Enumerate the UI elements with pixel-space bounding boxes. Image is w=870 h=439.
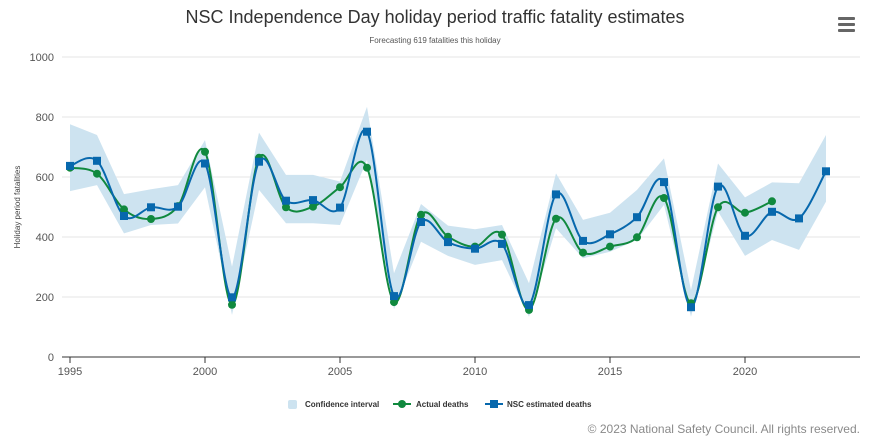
actual-deaths-point	[363, 163, 371, 172]
legend-actual-label: Actual deaths	[416, 400, 469, 409]
y-tick-label: 400	[36, 232, 54, 244]
nsc-estimated-deaths-point	[606, 230, 614, 239]
nsc-estimated-deaths-point	[795, 214, 803, 223]
actual-deaths-point	[714, 203, 722, 212]
hamburger-menu-icon	[838, 17, 855, 20]
legend-confidence-swatch	[288, 400, 297, 409]
legend-actual-marker	[398, 400, 406, 408]
actual-deaths-point	[282, 203, 290, 212]
y-tick-label: 800	[36, 112, 54, 124]
actual-deaths-point	[120, 205, 128, 214]
actual-deaths-point	[552, 214, 560, 223]
nsc-estimated-deaths-point	[282, 196, 290, 205]
actual-deaths-point	[201, 147, 209, 156]
nsc-estimated-deaths-point	[741, 231, 749, 240]
y-tick-label: 200	[36, 292, 54, 304]
nsc-estimated-deaths-point	[471, 244, 479, 253]
y-tick-label: 600	[36, 172, 54, 184]
nsc-estimated-deaths-point	[498, 239, 506, 248]
confidence-band-layer	[70, 106, 826, 317]
nsc-estimated-deaths-point	[174, 202, 182, 211]
nsc-estimated-deaths-point	[255, 157, 263, 166]
legend: Confidence interval Actual deaths NSC esti…	[288, 400, 592, 409]
x-tick-label: 2020	[733, 366, 757, 378]
x-tick-label: 2010	[463, 366, 487, 378]
nsc-estimated-deaths-point	[822, 167, 830, 176]
actual-deaths-point	[498, 230, 506, 239]
nsc-estimated-deaths-point	[66, 161, 74, 170]
x-tick-label: 1995	[58, 366, 82, 378]
actual-deaths-point	[606, 242, 614, 251]
nsc-estimated-deaths-point	[552, 190, 560, 199]
actual-deaths-point	[417, 210, 425, 219]
nsc-estimated-deaths-point	[390, 292, 398, 301]
actual-deaths-point	[147, 215, 155, 223]
nsc-estimated-deaths-point	[444, 238, 452, 247]
hamburger-menu-icon	[838, 29, 855, 32]
nsc-estimated-deaths-point	[147, 203, 155, 212]
y-tick-label: 1000	[30, 52, 54, 64]
nsc-estimated-deaths-point	[660, 178, 668, 187]
nsc-estimated-deaths-point	[768, 207, 776, 216]
nsc-estimated-deaths-point	[525, 301, 533, 310]
chart-subtitle: Forecasting 619 fatalities this holiday	[369, 36, 501, 45]
axes: 0 200 400 600 800 1000 1995 2000 2005 2010 2015 202…	[30, 52, 860, 378]
nsc-estimated-deaths-point	[228, 293, 236, 302]
actual-deaths-point	[93, 169, 101, 178]
nsc-estimated-deaths-point	[417, 218, 425, 226]
legend-estimated-label: NSC estimated deaths	[507, 400, 592, 409]
actual-deaths-point	[741, 208, 749, 217]
actual-deaths-point	[336, 183, 344, 192]
y-axis-title: Holiday period fatalities	[13, 166, 22, 249]
actual-deaths-point	[660, 194, 668, 202]
legend-estimated-marker	[490, 400, 498, 408]
actual-deaths-point	[579, 248, 587, 257]
confidence-interval-band	[70, 106, 826, 317]
hamburger-menu-button[interactable]	[836, 14, 858, 34]
actual-deaths-point	[768, 197, 776, 206]
chart-title: NSC Independence Day holiday period traf…	[185, 7, 685, 27]
nsc-estimated-deaths-point	[714, 182, 722, 191]
actual-deaths-point	[633, 233, 641, 242]
x-tick-label: 2000	[193, 366, 217, 378]
nsc-estimated-deaths-point	[120, 212, 128, 220]
hamburger-menu-icon	[838, 23, 855, 26]
nsc-estimated-deaths-point	[633, 213, 641, 222]
nsc-estimated-deaths-point	[93, 156, 101, 165]
nsc-estimated-deaths-point	[687, 303, 695, 312]
y-tick-label: 0	[48, 352, 54, 364]
nsc-estimated-deaths-point	[336, 203, 344, 212]
nsc-estimated-deaths-point	[201, 159, 209, 168]
actual-deaths-line	[69, 148, 773, 311]
markers-layer	[66, 127, 830, 314]
nsc-estimated-deaths-point	[579, 236, 587, 245]
gridlines	[62, 56, 860, 298]
nsc-estimated-deaths-point	[309, 196, 317, 205]
x-tick-label: 2015	[598, 366, 622, 378]
copyright-footer: © 2023 National Safety Council. All righ…	[587, 422, 860, 436]
nsc-estimated-deaths-point	[363, 127, 371, 136]
actual-deaths-point	[309, 202, 317, 211]
legend-confidence-label: Confidence interval	[305, 400, 379, 409]
actual-deaths-point	[228, 300, 236, 309]
x-tick-label: 2005	[328, 366, 352, 378]
